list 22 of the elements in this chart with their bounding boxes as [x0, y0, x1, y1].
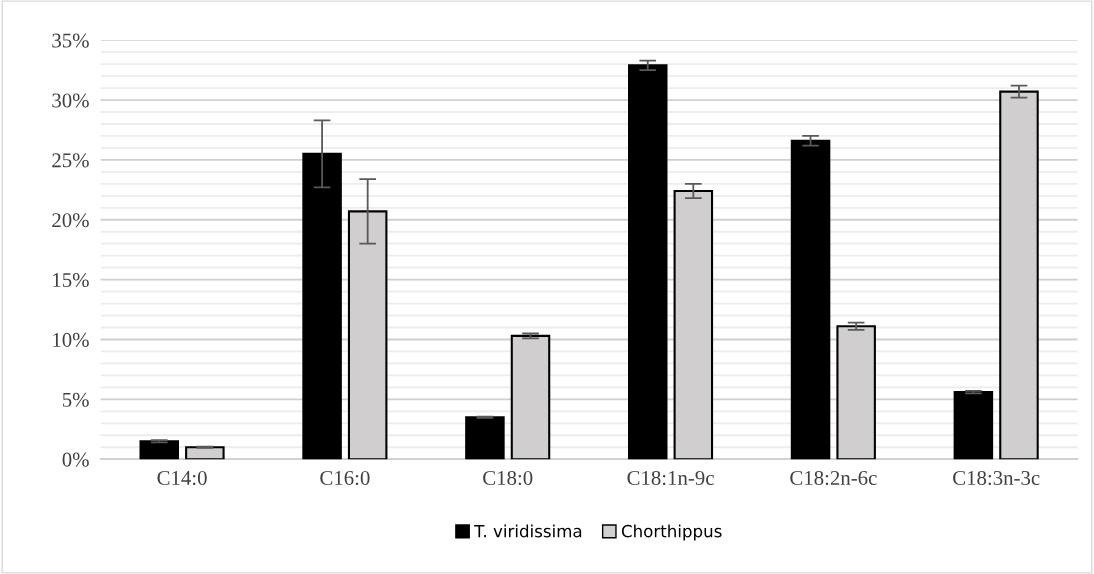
y-tick-label: 25% — [52, 153, 89, 168]
legend-label: Chorthippus — [621, 524, 722, 541]
x-tick-label: C18:3n-3c — [953, 470, 1040, 486]
bar — [790, 139, 831, 460]
legend-label: T. viridissima — [474, 524, 582, 538]
x-tick-label: C14:0 — [157, 470, 207, 486]
x-tick-label: C18:0 — [483, 470, 533, 486]
y-tick-label: 10% — [53, 332, 89, 347]
x-tick-label: C18:2n-6c — [790, 470, 877, 486]
y-tick-label: 0% — [62, 452, 89, 467]
y-tick-label: 20% — [52, 213, 89, 228]
y-tick-label: 15% — [53, 272, 89, 288]
bar — [953, 391, 994, 460]
x-tick-label: C16:0 — [320, 470, 370, 486]
y-tick-label: 5% — [62, 392, 89, 407]
bar — [139, 440, 180, 460]
bar — [465, 416, 505, 460]
bar — [302, 152, 342, 460]
y-tick-label: 35% — [52, 33, 89, 48]
bar — [627, 64, 668, 460]
x-tick-label: C18:1n-9c — [627, 470, 714, 486]
y-tick-label: 30% — [52, 93, 89, 108]
